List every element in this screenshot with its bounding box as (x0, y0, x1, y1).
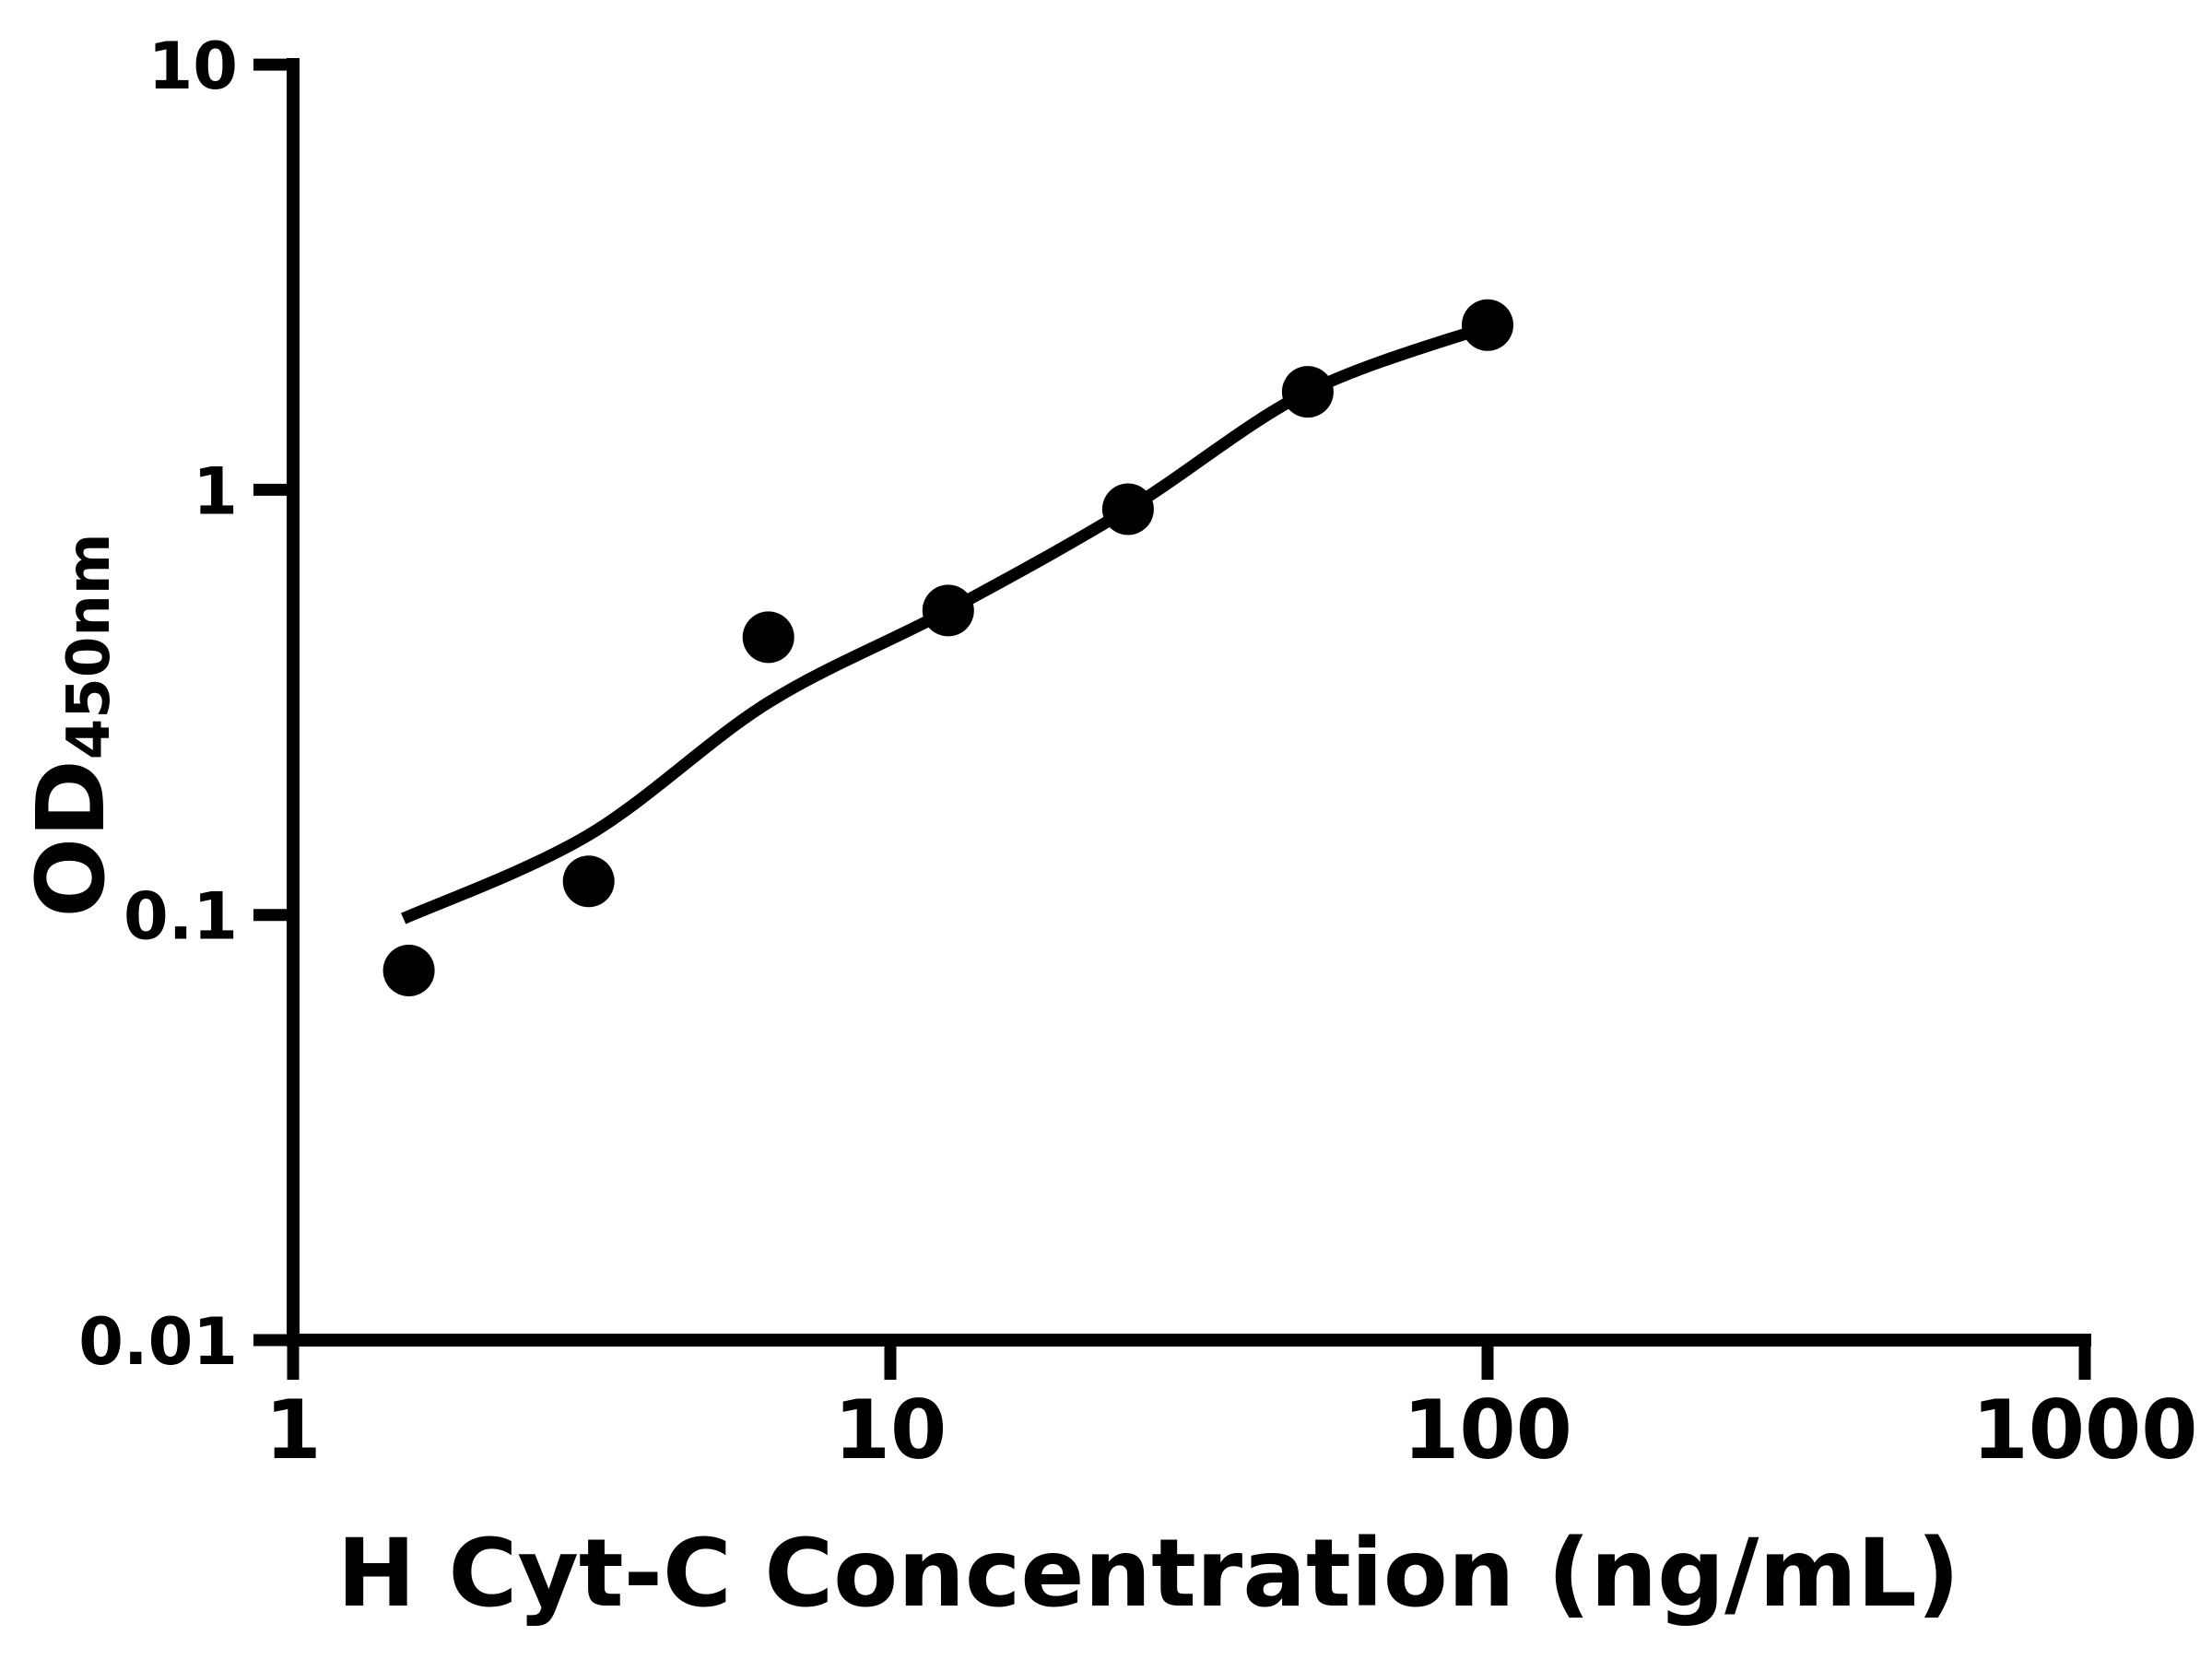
data-point (742, 611, 794, 664)
x-tick-label: 100 (1403, 1382, 1572, 1477)
data-point (382, 945, 435, 996)
data-point (1281, 366, 1334, 418)
x-tick-label: 10 (834, 1382, 947, 1477)
axis-ticks (253, 58, 2091, 1380)
x-tick-label: 1 (265, 1382, 321, 1477)
y-tick-label: 0.01 (78, 1304, 238, 1380)
data-point (562, 855, 615, 908)
y-tick-label: 10 (148, 29, 238, 104)
data-point (1462, 299, 1513, 351)
y-axis-title: OD450nm (17, 533, 126, 917)
y-tick-label: 1 (193, 453, 238, 529)
y-tick-label: 0.1 (124, 879, 238, 955)
data-points-group (382, 299, 1513, 996)
axis-lines (287, 58, 2091, 1347)
data-point (922, 584, 974, 637)
y-axis-title-main: OD (17, 759, 126, 917)
x-axis-title: H Cyt-C Concentration (ng/mL) (337, 1519, 1960, 1629)
y-axis-title-subscript: 450nm (55, 533, 124, 759)
data-point (1101, 483, 1154, 535)
axis-tick-labels: 1 10 100 1000 0.01 0.1 1 10 (78, 29, 2197, 1477)
x-tick-label: 1000 (1972, 1382, 2198, 1477)
